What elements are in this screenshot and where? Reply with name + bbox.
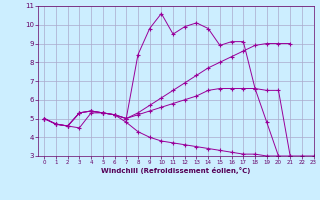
X-axis label: Windchill (Refroidissement éolien,°C): Windchill (Refroidissement éolien,°C) [101,167,251,174]
